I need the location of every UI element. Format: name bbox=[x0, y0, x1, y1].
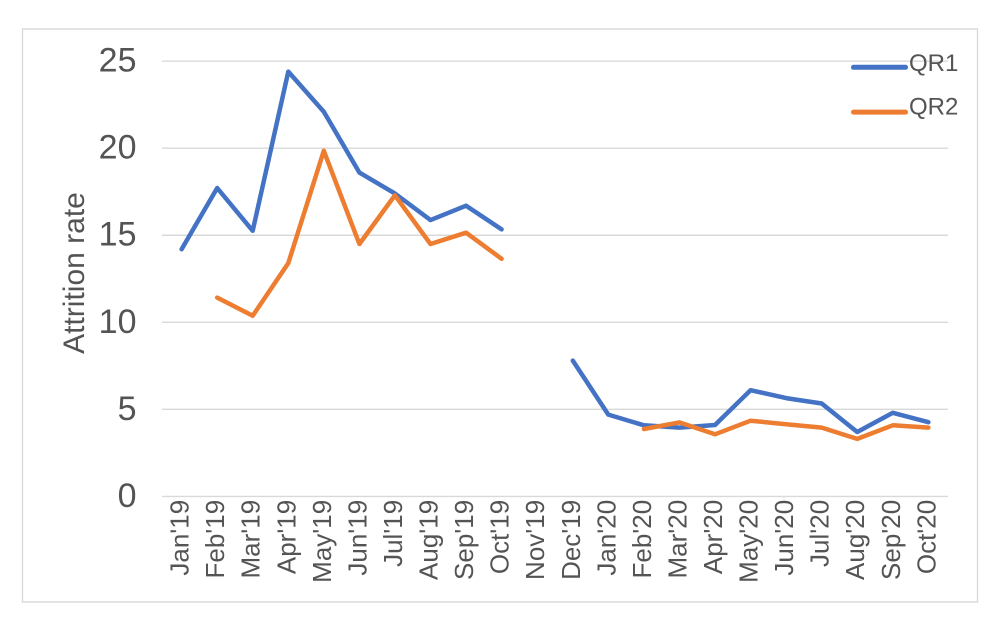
svg-text:Sep'20: Sep'20 bbox=[876, 500, 906, 580]
svg-text:QR2: QR2 bbox=[909, 94, 958, 121]
svg-text:Aug'19: Aug'19 bbox=[414, 500, 444, 580]
svg-text:Jun'20: Jun'20 bbox=[769, 500, 799, 576]
svg-text:Attrition rate: Attrition rate bbox=[58, 192, 91, 354]
svg-text:May'19: May'19 bbox=[307, 500, 337, 583]
svg-text:20: 20 bbox=[99, 129, 137, 167]
svg-text:Apr'19: Apr'19 bbox=[271, 500, 301, 574]
svg-text:Mar'20: Mar'20 bbox=[662, 500, 692, 579]
svg-text:Aug'20: Aug'20 bbox=[840, 500, 870, 580]
svg-text:Dec'19: Dec'19 bbox=[556, 500, 586, 580]
svg-text:0: 0 bbox=[118, 477, 137, 515]
svg-text:Mar'19: Mar'19 bbox=[236, 500, 266, 579]
svg-text:Jul'19: Jul'19 bbox=[378, 500, 408, 567]
svg-text:Jun'19: Jun'19 bbox=[342, 500, 372, 576]
svg-text:Oct'20: Oct'20 bbox=[911, 500, 941, 574]
svg-text:5: 5 bbox=[118, 390, 137, 428]
svg-text:Jan'20: Jan'20 bbox=[591, 500, 621, 576]
svg-text:Jul'20: Jul'20 bbox=[805, 500, 835, 567]
svg-text:10: 10 bbox=[99, 303, 137, 341]
svg-text:Feb'20: Feb'20 bbox=[627, 500, 657, 579]
svg-text:May'20: May'20 bbox=[734, 500, 764, 583]
svg-text:15: 15 bbox=[99, 216, 137, 254]
svg-text:Apr'20: Apr'20 bbox=[698, 500, 728, 574]
svg-text:Sep'19: Sep'19 bbox=[449, 500, 479, 580]
svg-text:Feb'19: Feb'19 bbox=[200, 500, 230, 579]
svg-text:QR1: QR1 bbox=[909, 50, 958, 77]
svg-text:Oct'19: Oct'19 bbox=[485, 500, 515, 574]
svg-text:25: 25 bbox=[99, 42, 137, 80]
svg-text:Nov'19: Nov'19 bbox=[520, 500, 550, 580]
svg-text:Jan'19: Jan'19 bbox=[165, 500, 195, 576]
